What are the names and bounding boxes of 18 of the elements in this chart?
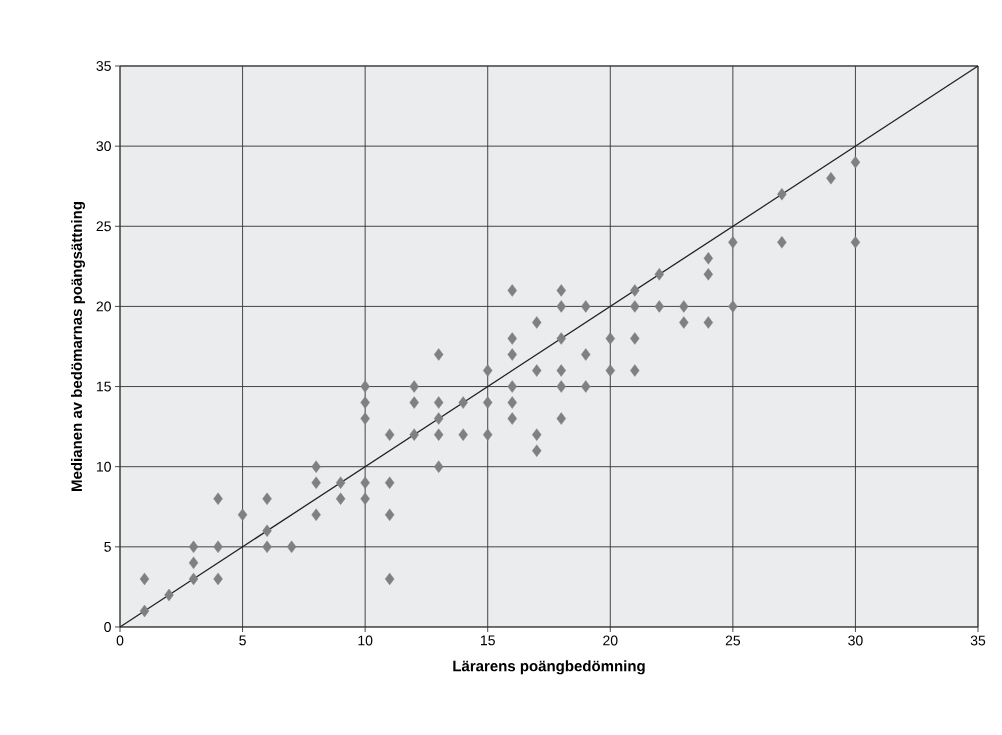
- x-tick-label: 10: [358, 635, 373, 646]
- y-tick-label: 35: [96, 61, 111, 71]
- y-tick-label: 20: [96, 301, 111, 312]
- y-tick-label: 30: [96, 141, 111, 152]
- y-tick-label: 0: [104, 622, 111, 632]
- x-tick-label: 25: [725, 635, 741, 646]
- x-tick-label: 35: [970, 635, 986, 646]
- y-tick-label: 15: [96, 381, 111, 392]
- x-tick-label: 0: [116, 635, 124, 646]
- x-axis-title: Lärarens poängbedömning: [453, 660, 645, 675]
- y-tick-label: 5: [104, 541, 111, 552]
- x-tick-label: 30: [848, 635, 863, 646]
- y-axis-title: Medianen av bedömarnas poängsättning: [70, 202, 86, 491]
- y-tick-label: 25: [96, 221, 111, 232]
- x-tick-label: 20: [603, 635, 618, 646]
- x-tick-label: 5: [239, 635, 246, 646]
- x-tick-label: 15: [481, 635, 495, 646]
- y-tick-label: 10: [96, 461, 111, 472]
